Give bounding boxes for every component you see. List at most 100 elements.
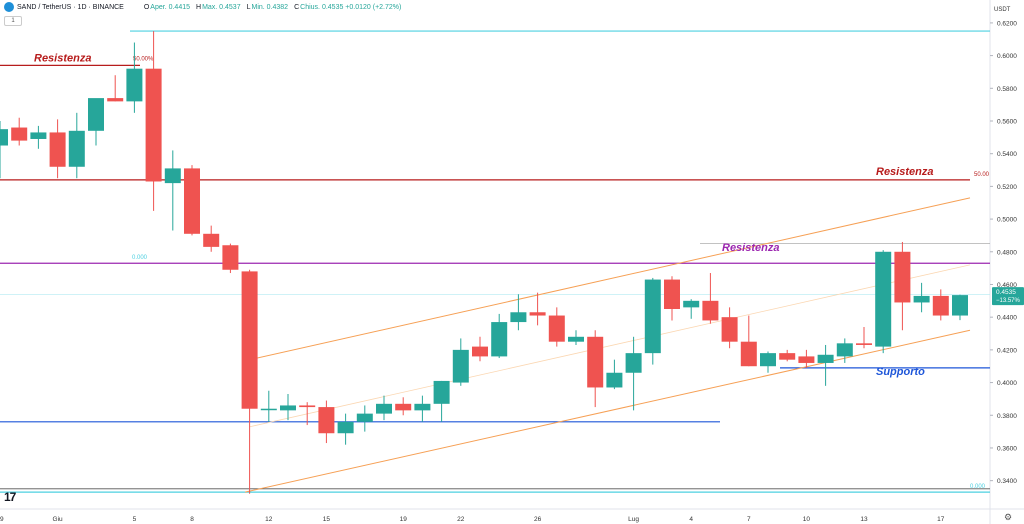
candle-body[interactable] [260,408,277,411]
candle-body[interactable] [318,407,335,434]
channel-upper [249,197,971,361]
candle-body[interactable] [644,279,661,354]
candle-body[interactable] [760,353,776,367]
open-value: Aper. 0.4415 [150,3,190,11]
candle-body[interactable] [836,343,853,357]
candle-body[interactable] [664,279,680,309]
candle-body[interactable] [68,130,85,167]
candle-body[interactable] [337,421,354,434]
candle-body[interactable] [606,372,623,388]
gear-icon[interactable]: ⚙ [1004,512,1013,522]
x-tick-label: 22 [457,516,465,523]
x-tick-label: 29 [0,516,4,523]
candle-body[interactable] [30,132,47,139]
x-tick-label: 7 [747,516,751,523]
y-tick-label: 0.5000 [997,217,1017,224]
candle-body[interactable] [222,245,239,270]
candle-body[interactable] [491,322,508,357]
candle-body[interactable] [433,380,450,404]
candle-body[interactable] [798,356,815,363]
resistance-label: Resistenza [34,52,91,64]
last-price-tag [992,287,1024,306]
fib-label: 50.00 [974,172,990,178]
candle-body[interactable] [241,271,258,409]
x-tick-label: 15 [323,516,331,523]
candle-body[interactable] [721,317,738,342]
candle-body[interactable] [280,405,296,411]
y-tick-label: 0.4200 [997,347,1017,354]
candle-body[interactable] [184,168,200,234]
candle-body[interactable] [568,336,584,342]
candle-body[interactable] [625,353,642,373]
x-tick-label: 19 [400,516,408,523]
candle-body[interactable] [145,68,162,182]
candle-body[interactable] [126,68,143,102]
close-label: C [294,3,300,11]
candle-body[interactable] [11,127,28,141]
candle-body[interactable] [203,233,220,247]
support-label: Supporto [876,366,925,378]
candle-body[interactable] [913,295,930,303]
candle-body[interactable] [875,251,892,347]
candle-body[interactable] [932,295,949,316]
x-tick-label: 10 [803,516,811,523]
candle-body[interactable] [164,168,181,184]
candle-body[interactable] [587,336,604,388]
y-tick-label: 0.4800 [997,249,1017,256]
y-tick-label: 0.4600 [997,282,1017,289]
last-price-value: 0.4535 [996,289,1016,296]
x-tick-label: Lug [628,516,639,523]
x-tick-label: 13 [860,516,868,523]
currency-label: USDT [994,7,1011,13]
symbol-title[interactable]: SAND / TetherUS · 1D · BINANCE [17,3,124,11]
fib-label: 50.00% [133,57,154,63]
x-tick-label: 8 [190,516,194,523]
candle-body[interactable] [0,129,8,146]
candle-body[interactable] [702,300,719,321]
y-tick-label: 0.3400 [997,478,1017,485]
candle-body[interactable] [952,295,968,316]
candle-body[interactable] [856,343,872,345]
fib-label: 0.000 [970,484,986,490]
candle-body[interactable] [107,98,124,102]
resistance-label: Resistenza [876,166,933,178]
x-tick-label: Giu [53,516,64,523]
candle-body[interactable] [299,405,316,408]
low-label: L [246,3,251,11]
high-value: Max. 0.4537 [202,3,241,11]
tradingview-logo: 17 [4,490,16,504]
candle-body[interactable] [88,98,104,131]
candle-body[interactable] [510,312,527,323]
candle-body[interactable] [49,132,66,167]
sand-coin-icon [4,2,14,12]
close-value: Chius. 0.4535 +0.0120 (+2.72%) [300,3,402,11]
candle-body[interactable] [548,315,565,342]
fib-label: 0.000 [132,255,148,261]
open-label: O [143,3,150,11]
candle-body[interactable] [779,353,796,360]
y-tick-label: 0.5400 [997,151,1017,158]
candle-body[interactable] [817,354,834,363]
y-tick-label: 0.4400 [997,315,1017,322]
candle-body[interactable] [683,300,700,308]
candle-body[interactable] [376,403,392,414]
x-tick-label: 26 [534,516,542,523]
low-value: Min. 0.4382 [251,3,289,11]
indicator-toggle[interactable]: 1 [4,16,22,26]
candle-body[interactable] [740,341,757,367]
candle-body[interactable] [472,346,488,357]
candle-body[interactable] [395,403,412,411]
y-tick-label: 0.5600 [997,118,1017,125]
candle-body[interactable] [414,403,431,411]
y-tick-label: 0.6200 [997,20,1017,27]
candle-body[interactable] [356,413,373,422]
candle-body[interactable] [452,349,469,383]
y-tick-label: 0.4000 [997,380,1017,387]
y-tick-label: 0.5800 [997,86,1017,93]
candle-body[interactable] [894,251,911,303]
candle-body[interactable] [529,312,546,316]
x-tick-label: 17 [937,516,945,523]
y-tick-label: 0.6000 [997,53,1017,60]
high-label: H [196,3,202,11]
